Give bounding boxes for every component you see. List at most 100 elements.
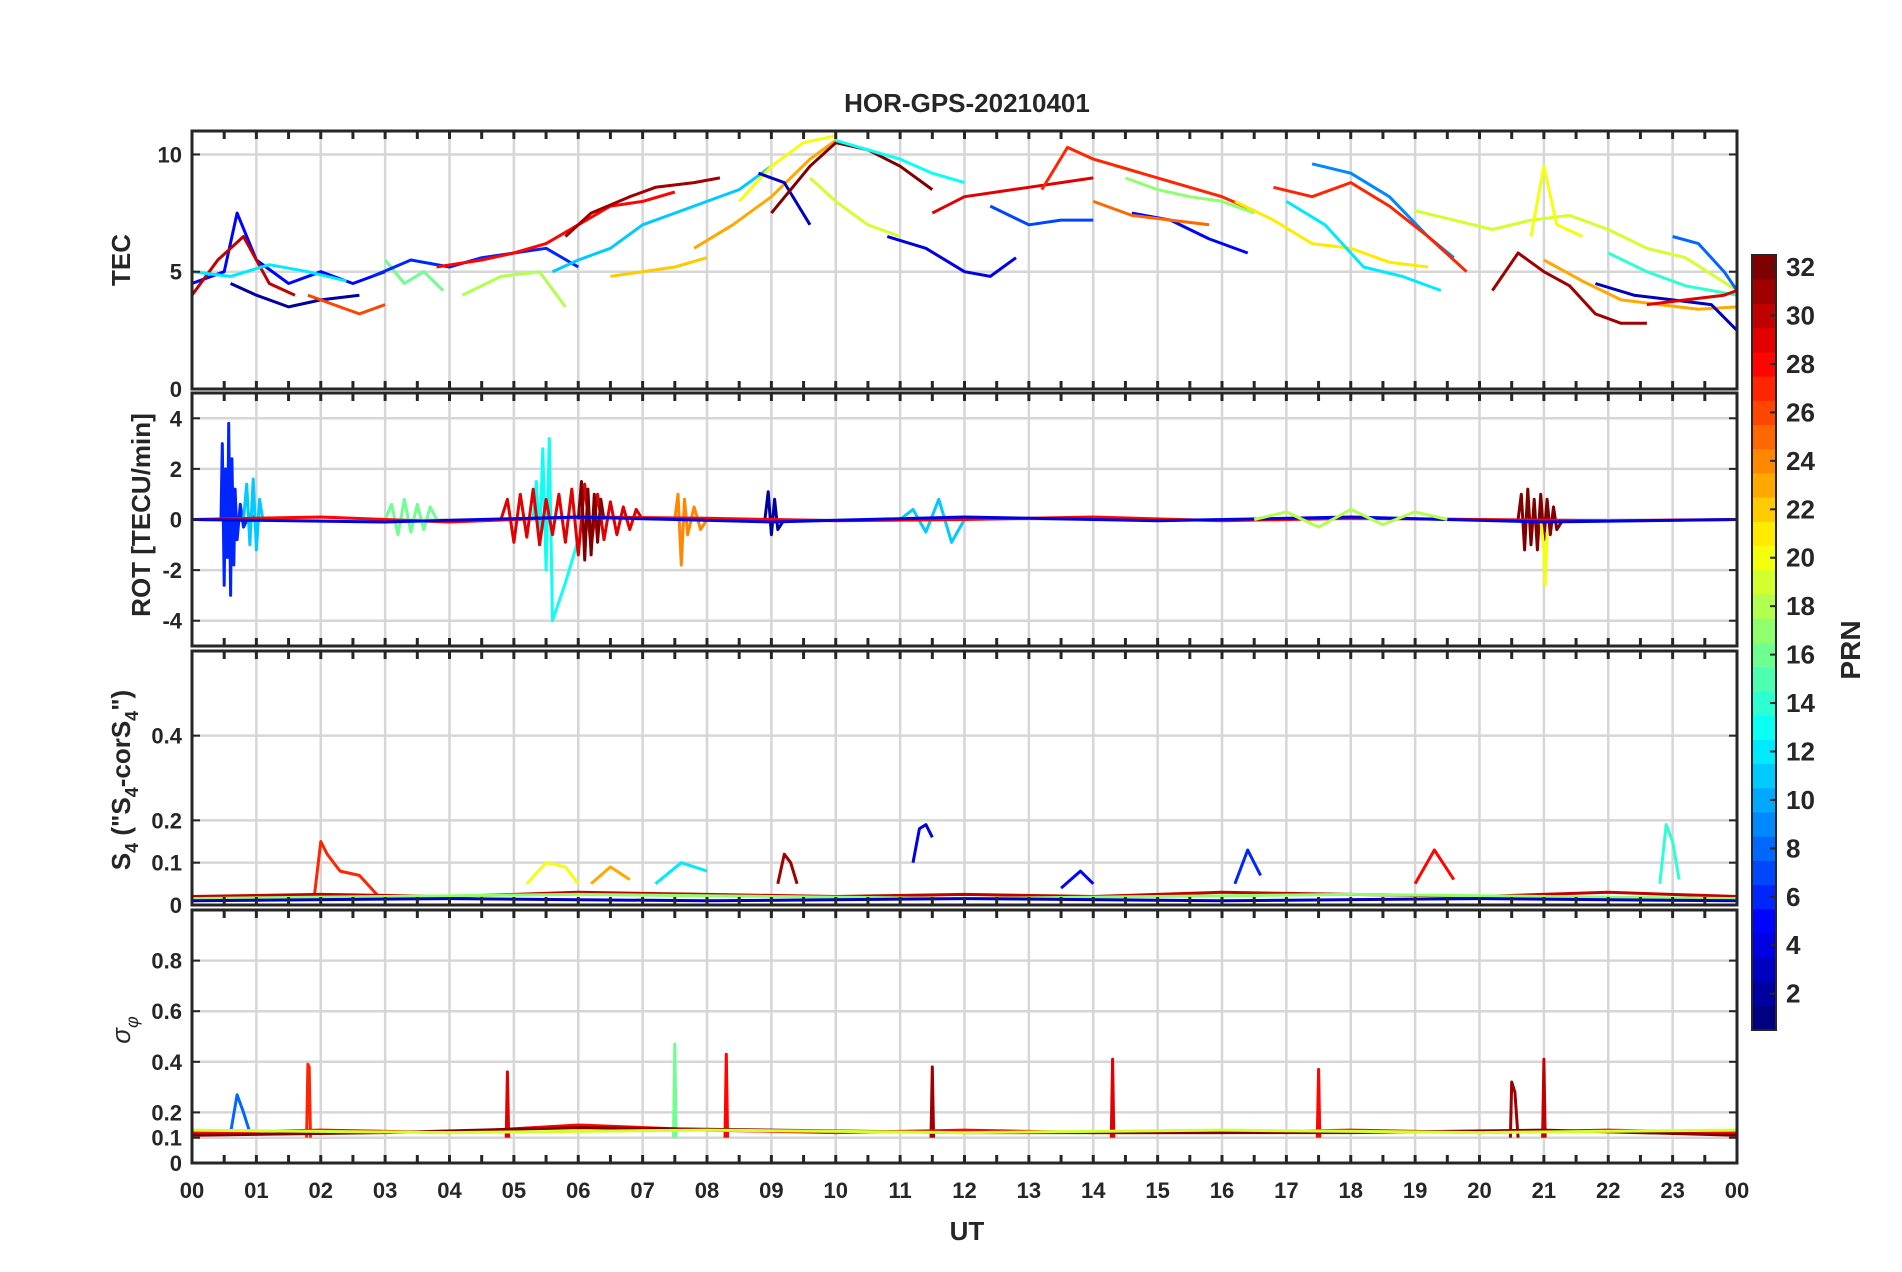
colorbar-segment — [1752, 860, 1776, 886]
series-line — [1413, 848, 1456, 885]
series-line — [1253, 507, 1448, 529]
series-line — [192, 1128, 1737, 1135]
series-line — [525, 861, 580, 885]
colorbar-segment — [1752, 569, 1776, 595]
series-line — [723, 1052, 730, 1138]
colorbar-tick-label: 16 — [1786, 640, 1815, 670]
panel-0: 0 5 10 — [158, 129, 1739, 402]
x-tick-label: 12 — [952, 1178, 976, 1203]
colorbar-tick-label: 30 — [1786, 301, 1815, 331]
series-line — [1672, 235, 1737, 292]
colorbar-segment — [1752, 1005, 1776, 1031]
series-line — [1233, 848, 1262, 885]
series-line — [931, 176, 1094, 215]
series-line — [1658, 823, 1681, 884]
x-tick-label: 00 — [1725, 1178, 1749, 1203]
y-tick-label: -4 — [162, 609, 182, 634]
series-line — [461, 270, 567, 308]
colorbar-frame — [1751, 254, 1777, 1031]
y-tick-label: 5 — [170, 260, 182, 285]
series-line — [1543, 258, 1737, 311]
series-line — [776, 852, 799, 885]
colorbar-segment — [1752, 279, 1776, 304]
series-line — [693, 139, 837, 250]
series-line — [757, 171, 812, 226]
colorbar-tick-label: 26 — [1786, 397, 1815, 427]
series-line — [1607, 251, 1737, 297]
x-tick-label: 03 — [373, 1178, 397, 1203]
panel-frame — [190, 129, 1739, 391]
x-tick-label: 01 — [244, 1178, 268, 1203]
series-line — [1508, 1080, 1520, 1138]
x-tick-label: 22 — [1596, 1178, 1620, 1203]
x-tick-label: 08 — [695, 1178, 719, 1203]
y-tick-label: 4 — [170, 406, 183, 431]
series-group — [192, 421, 1737, 623]
panel-1: -4 -2 0 2 4 — [162, 391, 1739, 648]
y-tick-label: 0.4 — [151, 1050, 182, 1075]
x-tick-label: 19 — [1403, 1178, 1427, 1203]
series-line — [307, 293, 386, 316]
colorbar-tick-label: 24 — [1786, 446, 1815, 476]
colorbar-tick-label: 20 — [1786, 543, 1815, 573]
colorbar-tick-label: 28 — [1786, 349, 1815, 379]
colorbar-tick-label: 4 — [1786, 930, 1801, 960]
chart-title: HOR-GPS-20210401 — [844, 88, 1090, 118]
series-line — [763, 490, 786, 537]
x-tick-label: 02 — [309, 1178, 333, 1203]
series-line — [1529, 164, 1584, 238]
series-line — [929, 1065, 936, 1138]
colorbar-segment — [1752, 908, 1776, 934]
series-line — [1491, 251, 1647, 325]
x-tick-label: 04 — [437, 1178, 462, 1203]
panel-frame — [190, 649, 1739, 907]
colorbar-segment — [1752, 521, 1776, 547]
series-line — [1040, 145, 1255, 213]
panel-frame — [190, 391, 1739, 648]
series-line — [1234, 200, 1429, 269]
series-line — [192, 211, 386, 285]
colorbar-segment — [1752, 763, 1776, 789]
x-tick-label: 11 — [888, 1178, 911, 1203]
y-tick-label: 0.2 — [151, 808, 182, 833]
x-tick-label: 05 — [502, 1178, 526, 1203]
x-tick-label: 17 — [1274, 1178, 1298, 1203]
colorbar-tick-label: 32 — [1786, 252, 1815, 282]
y-tick-label: 0.4 — [151, 724, 182, 749]
y-tick-label: 0 — [170, 508, 182, 533]
y-tick-label: 0 — [170, 377, 182, 402]
y-tick-label: 0 — [170, 1151, 182, 1176]
x-tick-label: 18 — [1339, 1178, 1363, 1203]
y-tick-label: 0.6 — [151, 999, 182, 1024]
colorbar-tick-label: 18 — [1786, 591, 1815, 621]
series-line — [436, 190, 676, 269]
series-line — [499, 482, 644, 557]
series-line — [808, 176, 901, 238]
y-tick-label: 0.2 — [151, 1100, 182, 1125]
series-line — [899, 497, 966, 544]
panel-2: 0 0.1 0.2 0.4 — [151, 649, 1739, 918]
x-tick-label: 07 — [630, 1178, 654, 1203]
colorbar-label: PRN — [1835, 620, 1866, 679]
x-tick-label: 06 — [566, 1178, 590, 1203]
x-axis-label: UT — [950, 1216, 985, 1246]
colorbar-segment — [1752, 812, 1776, 837]
x-tick-label: 13 — [1017, 1178, 1041, 1203]
series-line — [1315, 1067, 1322, 1138]
series-group — [192, 1042, 1737, 1138]
series-group — [192, 134, 1737, 332]
series-line — [654, 861, 708, 885]
sigma-phi-ylabel: σφ — [106, 1016, 142, 1044]
series-line — [383, 259, 445, 292]
series-line — [1124, 176, 1255, 215]
panel-frame — [190, 908, 1739, 1165]
y-axis-labels: TEC ROT [TECU/min] S4 ("S4-corS4") σφ — [106, 234, 156, 1044]
rot-ylabel: ROT [TECU/min] — [126, 413, 156, 617]
y-tick-label: -2 — [162, 558, 182, 583]
series-line — [192, 263, 347, 283]
series-line — [590, 865, 631, 885]
colorbar-segment — [1752, 618, 1776, 643]
y-tick-label: 0.8 — [151, 949, 182, 974]
